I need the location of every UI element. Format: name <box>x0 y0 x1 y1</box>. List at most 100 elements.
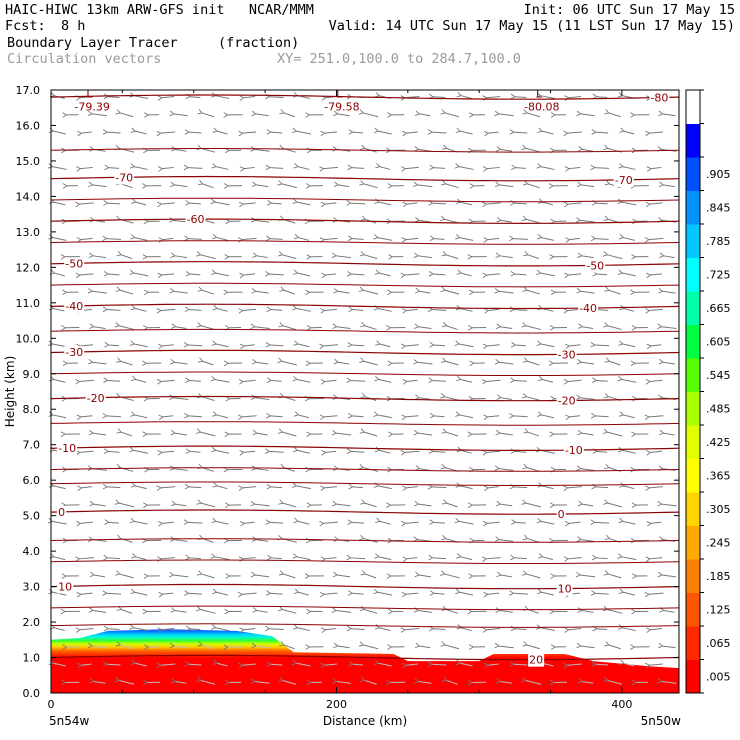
circulation-vector <box>211 92 230 99</box>
colorbar-swatch <box>686 358 700 392</box>
circulation-vector <box>537 482 554 490</box>
circulation-vector <box>429 235 445 242</box>
contour-label-background <box>556 348 577 362</box>
circulation-vector <box>116 250 133 260</box>
circulation-vector <box>184 412 202 419</box>
circulation-vector <box>440 357 459 366</box>
low-value-label: -79.39 <box>74 101 109 114</box>
circulation-vector <box>428 554 446 561</box>
circulation-vector <box>346 554 366 561</box>
circulation-vector <box>577 500 594 507</box>
contour-label-background <box>578 302 599 316</box>
x-axis-label: Distance (km) <box>323 714 407 728</box>
circulation-vector <box>374 624 391 632</box>
circulation-vector <box>239 450 256 456</box>
y-axis-label: Height (km) <box>3 356 17 427</box>
circulation-vector <box>104 341 120 348</box>
circulation-vector <box>617 446 636 454</box>
temperature-contour-line <box>50 467 680 472</box>
circulation-vector <box>413 429 432 436</box>
circulation-vector <box>414 500 432 507</box>
circulation-vector <box>401 130 418 137</box>
circulation-vector <box>373 411 393 419</box>
circulation-vector <box>185 377 201 383</box>
temperature-contour-label: -70 <box>615 174 633 187</box>
circulation-vector <box>509 590 528 596</box>
colorbar-label: .605 <box>706 335 731 348</box>
circulation-vector <box>331 429 352 436</box>
circulation-vector <box>428 271 446 277</box>
circulation-vector <box>321 450 337 456</box>
circulation-vector <box>576 465 595 471</box>
circulation-vector <box>75 556 94 562</box>
contour-label-background <box>556 582 573 596</box>
circulation-vector <box>75 272 94 279</box>
circulation-vector <box>279 109 295 118</box>
circulation-vector <box>266 200 282 206</box>
circulation-vector <box>618 517 636 525</box>
circulation-vector <box>510 625 527 632</box>
circulation-vector <box>618 163 636 170</box>
circulation-vector <box>510 448 527 454</box>
circulation-vector <box>481 201 501 208</box>
circulation-vector <box>658 181 676 188</box>
circulation-vector <box>250 217 270 223</box>
circulation-vector <box>264 271 284 277</box>
circulation-vector <box>195 605 216 614</box>
circulation-vector <box>510 377 527 383</box>
circulation-vector <box>455 127 473 135</box>
circulation-vector <box>645 556 663 562</box>
circulation-vector <box>278 570 296 579</box>
circulation-vector <box>603 322 622 331</box>
circulation-vector <box>185 554 201 561</box>
circulation-vector <box>75 627 94 633</box>
contour-label-background <box>556 508 566 522</box>
circulation-vector <box>319 237 338 243</box>
circulation-vector <box>494 288 514 294</box>
circulation-vector <box>360 321 377 331</box>
circulation-vector <box>521 676 541 685</box>
circulation-vector <box>644 237 664 243</box>
colorbar-label: .305 <box>706 503 731 516</box>
low-marker: L <box>336 88 343 101</box>
temperature-contour-line <box>50 559 680 564</box>
circulation-vector <box>266 554 282 561</box>
circulation-vector <box>76 414 93 421</box>
circulation-vector <box>333 181 350 188</box>
circulation-vector <box>521 215 541 224</box>
circulation-vector <box>76 237 93 243</box>
circulation-vector <box>575 571 596 578</box>
colorbar-swatch <box>686 257 700 292</box>
circulation-vector <box>332 678 351 684</box>
circulation-vector <box>278 676 296 685</box>
circulation-vector <box>483 591 500 598</box>
circulation-vector <box>645 379 663 385</box>
circulation-vector <box>293 340 310 348</box>
circulation-vector <box>238 485 257 491</box>
circulation-vector <box>265 590 283 596</box>
circulation-vector <box>278 322 296 331</box>
circulation-vector <box>646 166 662 172</box>
circulation-vector <box>590 590 609 596</box>
circulation-vector <box>184 306 202 313</box>
circulation-vector <box>373 482 392 490</box>
circulation-vector <box>523 605 540 614</box>
circulation-vector <box>211 517 229 525</box>
colorbar-label: .545 <box>706 369 731 382</box>
colorbar-swatch <box>686 525 700 560</box>
circulation-vector <box>320 201 337 208</box>
circulation-vector <box>251 181 269 188</box>
plot-frame <box>50 89 680 694</box>
circulation-vector <box>184 590 202 596</box>
circulation-vector <box>577 146 594 152</box>
circulation-vector <box>129 446 149 454</box>
circulation-vector <box>604 109 621 118</box>
temperature-contour-label: -20 <box>558 395 576 408</box>
circulation-vector <box>618 588 635 596</box>
circulation-vector <box>644 414 664 421</box>
circulation-vector <box>521 393 541 401</box>
circulation-vector <box>347 341 365 348</box>
circulation-vector <box>196 392 215 401</box>
circulation-vector <box>183 164 203 171</box>
colorbar-label: .725 <box>706 268 731 281</box>
